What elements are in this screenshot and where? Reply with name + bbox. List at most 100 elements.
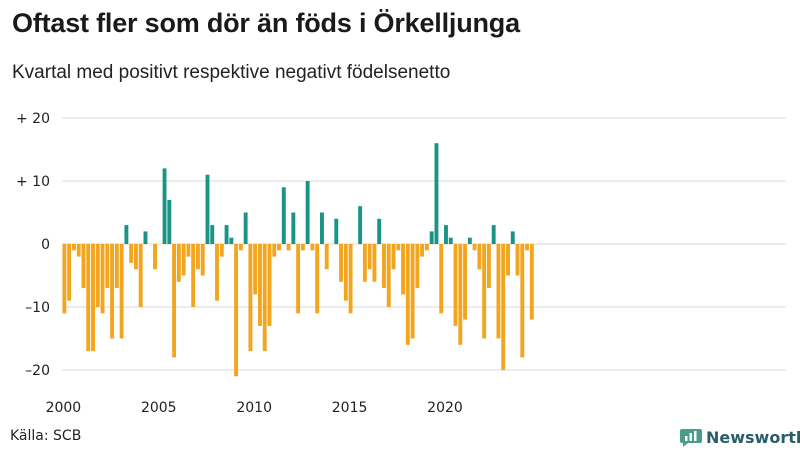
bar-98 <box>529 244 534 320</box>
bar-6 <box>91 244 95 352</box>
bar-16 <box>138 244 143 307</box>
bar-41 <box>258 244 262 326</box>
newsworthy-logo[interactable]: Newsworthy <box>680 427 800 447</box>
source-note: Källa: SCB <box>10 428 82 444</box>
bar-21 <box>162 168 167 244</box>
chart-subtitle: Kvartal med positivt respektive negativt… <box>12 62 451 83</box>
bar-3 <box>76 244 81 257</box>
bar-7 <box>95 244 100 307</box>
bar-19 <box>153 244 157 270</box>
bar-10 <box>110 244 115 339</box>
bar-2 <box>71 244 76 251</box>
bar-44 <box>272 244 277 257</box>
bar-43 <box>267 244 272 326</box>
bar-35 <box>229 237 234 244</box>
bar-72 <box>405 244 410 345</box>
bar-55 <box>324 244 329 270</box>
bar-70 <box>396 244 401 251</box>
bar-94 <box>510 231 515 244</box>
bar-97 <box>525 244 530 251</box>
bar-60 <box>348 244 353 314</box>
bar-71 <box>401 244 405 295</box>
brand-name: Newsworthy <box>706 427 800 447</box>
bar-77 <box>429 231 434 244</box>
bar-75 <box>420 244 425 257</box>
bar-17 <box>143 231 148 244</box>
bar-4 <box>81 244 86 289</box>
x-tick-label-4: 2020 <box>427 400 463 416</box>
bar-58 <box>339 244 343 282</box>
bar-68 <box>386 244 391 307</box>
bar-69 <box>391 244 396 270</box>
bar-51 <box>305 181 310 244</box>
bar-39 <box>248 244 253 352</box>
bar-88 <box>482 244 487 339</box>
y-axis-labels: + 20 + 10 0 –10 –20 <box>16 111 50 379</box>
bar-83 <box>458 244 463 345</box>
bar-59 <box>343 244 348 301</box>
y-tick-label-3: –10 <box>25 300 50 316</box>
bar-15 <box>133 244 138 270</box>
bar-63 <box>362 244 367 282</box>
y-tick-label-0: + 20 <box>16 111 50 127</box>
x-axis-labels: 2000 2005 2010 2015 2020 <box>46 400 463 416</box>
bar-73 <box>410 244 415 339</box>
bar-31 <box>210 225 215 244</box>
bar-78 <box>434 143 439 244</box>
bar-33 <box>219 244 224 257</box>
bar-92 <box>501 244 506 370</box>
bar-1 <box>67 244 72 301</box>
bar-53 <box>315 244 320 314</box>
y-tick-label-4: –20 <box>25 363 50 379</box>
bar-9 <box>105 244 110 289</box>
bar-22 <box>167 199 172 244</box>
x-tick-label-2: 2010 <box>236 400 272 416</box>
bar-5 <box>86 244 91 352</box>
bar-13 <box>124 225 129 244</box>
bar-30 <box>205 174 210 244</box>
x-tick-label-0: 2000 <box>46 400 82 416</box>
bar-27 <box>191 244 196 307</box>
chart-title: Oftast fler som dör än föds i Örkelljung… <box>12 8 520 38</box>
bar-32 <box>215 244 219 301</box>
bar-80 <box>444 225 448 244</box>
bar-82 <box>453 244 458 326</box>
bar-25 <box>181 244 186 276</box>
x-tick-label-1: 2005 <box>141 400 177 416</box>
bar-79 <box>439 244 444 314</box>
bar-8 <box>100 244 105 314</box>
bar-49 <box>296 244 301 314</box>
bar-67 <box>382 244 386 289</box>
bar-66 <box>377 218 382 244</box>
bar-95 <box>515 244 520 276</box>
bar-62 <box>358 206 363 244</box>
bar-54 <box>320 212 324 244</box>
bar-50 <box>300 244 305 251</box>
bar-11 <box>114 244 119 289</box>
y-tick-label-2: 0 <box>41 237 50 253</box>
newsworthy-icon <box>680 429 702 447</box>
bar-12 <box>119 244 124 339</box>
bar-85 <box>467 237 472 244</box>
bar-40 <box>253 244 258 295</box>
bar-45 <box>277 244 281 251</box>
bar-65 <box>372 244 377 282</box>
bar-14 <box>129 244 134 263</box>
bar-64 <box>367 244 372 270</box>
bar-42 <box>262 244 267 352</box>
bar-87 <box>477 244 482 270</box>
bar-86 <box>472 244 477 251</box>
bar-37 <box>238 244 243 251</box>
bar-0 <box>62 244 67 314</box>
bars <box>62 143 534 377</box>
bar-36 <box>234 244 239 377</box>
bar-28 <box>196 244 200 270</box>
bar-26 <box>186 244 191 257</box>
y-tick-label-1: + 10 <box>16 174 50 190</box>
bar-48 <box>291 212 296 244</box>
bar-74 <box>415 244 420 289</box>
bar-89 <box>486 244 491 289</box>
bar-52 <box>310 244 315 251</box>
x-tick-label-3: 2015 <box>332 400 368 416</box>
bar-24 <box>176 244 181 282</box>
